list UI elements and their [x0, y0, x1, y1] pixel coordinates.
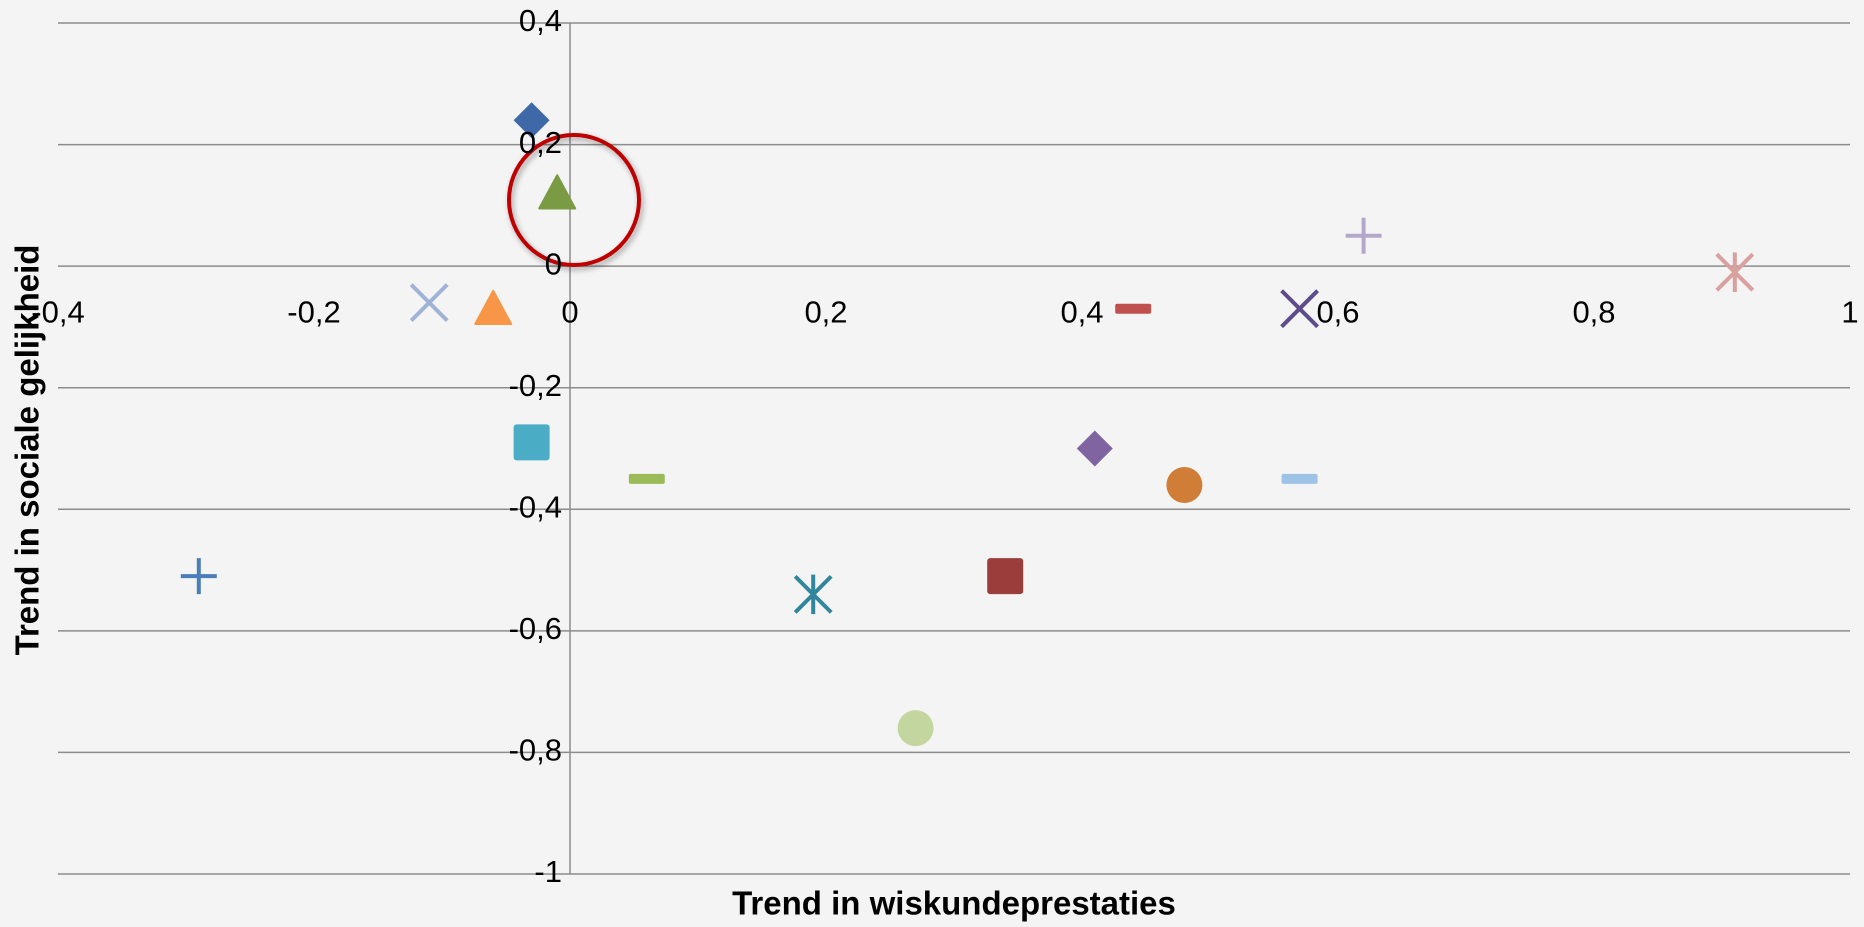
x-tick-label: 0,8: [1572, 294, 1615, 329]
marker-x: [1280, 289, 1320, 329]
marker-triangle: [474, 289, 513, 325]
marker-diamond: [1076, 430, 1113, 467]
y-tick-label: -0,2: [509, 368, 562, 403]
y-tick-label: 0: [545, 246, 562, 281]
y-tick-label: 0,2: [519, 125, 562, 160]
x-tick-label: 0,6: [1316, 294, 1359, 329]
y-tick-label: -0,8: [509, 733, 562, 768]
marker-square: [987, 558, 1024, 595]
y-tick-label: 0,4: [519, 3, 562, 38]
marker-dash: [1115, 303, 1152, 314]
marker-square: [513, 424, 550, 461]
marker-dash: [628, 473, 665, 484]
highlight-circle: [507, 133, 641, 267]
x-tick-label: 0,2: [804, 294, 847, 329]
x-tick-label: 0,4: [1060, 294, 1103, 329]
marker-x: [409, 283, 449, 323]
marker-dash: [1281, 473, 1318, 484]
y-tick-label: -1: [534, 854, 562, 889]
marker-diamond: [513, 102, 550, 139]
x-tick-label: -0,2: [287, 294, 340, 329]
y-tick-label: -0,6: [509, 611, 562, 646]
x-tick-label: 1: [1841, 294, 1858, 329]
marker-asterisk: [1715, 252, 1755, 293]
grid: [58, 22, 1850, 875]
x-tick-label: -0,4: [31, 294, 84, 329]
marker-plus: [180, 558, 217, 595]
y-axis-title: Trend in sociale gelijkheid: [9, 245, 46, 656]
marker-circle: [1166, 466, 1203, 503]
x-tick-label: 0: [561, 294, 578, 329]
marks: [180, 102, 1755, 747]
marker-plus: [1345, 217, 1382, 254]
marker-circle: [897, 710, 934, 747]
marker-triangle: [538, 174, 577, 210]
x-axis-title: Trend in wiskundeprestaties: [732, 885, 1176, 922]
y-tick-label: -0,4: [509, 489, 562, 524]
marker-asterisk: [793, 574, 833, 615]
